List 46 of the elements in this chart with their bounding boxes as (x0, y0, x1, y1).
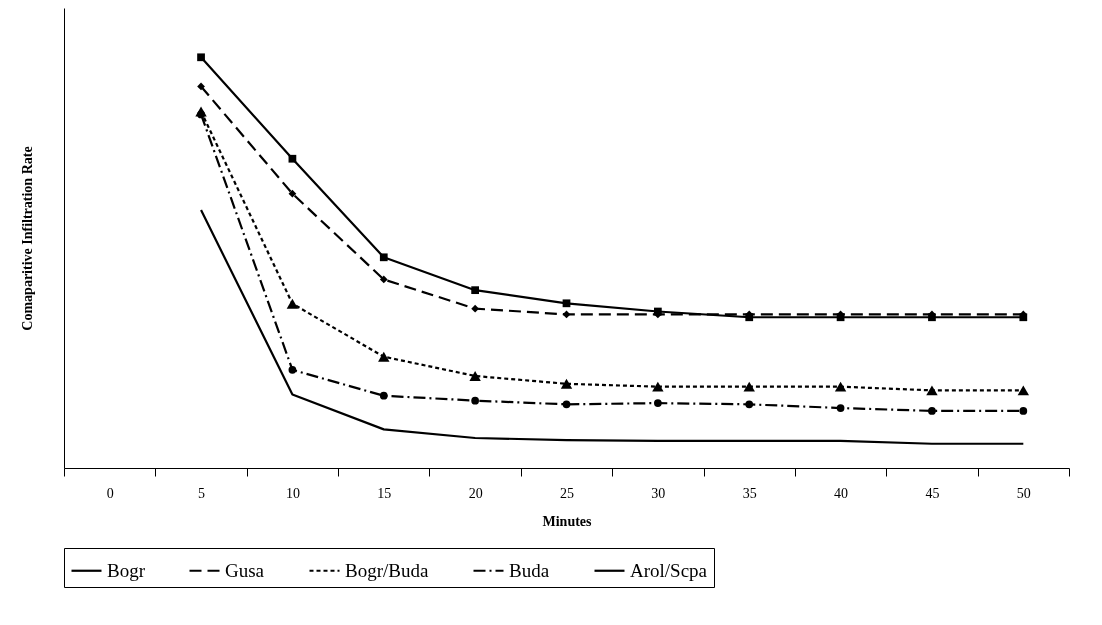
x-axis-title: Minutes (542, 513, 593, 529)
point (379, 275, 388, 284)
legend-label: Bogr/Buda (345, 559, 429, 581)
point (1017, 385, 1030, 396)
point (195, 106, 207, 117)
x-tick-label: 30 (651, 485, 666, 501)
point (471, 396, 480, 405)
point (288, 189, 297, 198)
point (197, 53, 205, 62)
point (286, 298, 299, 309)
point (834, 381, 847, 392)
point (928, 407, 936, 415)
point (1019, 407, 1028, 415)
x-tick-label: 45 (925, 485, 940, 501)
x-tick-label: 35 (742, 485, 757, 501)
point (560, 378, 573, 389)
point (653, 399, 662, 407)
x-tick-label: 10 (285, 485, 300, 501)
point (652, 381, 664, 392)
point (288, 365, 297, 374)
x-tick-label: 20 (468, 485, 483, 501)
x-tick-label: 15 (377, 485, 392, 501)
point (926, 385, 938, 396)
point (197, 82, 205, 91)
legend-label: Arol/Scpa (630, 559, 708, 581)
legend-label: Buda (509, 559, 550, 581)
point (379, 253, 388, 262)
point (562, 299, 571, 308)
x-tick-label: 25 (560, 485, 574, 501)
point (836, 404, 845, 412)
point (288, 154, 297, 163)
x-tick-label: 5 (198, 485, 206, 501)
y-axis-title: Comaparitive Infiltration Rate (19, 146, 35, 331)
point (379, 391, 388, 400)
legend-label: Gusa (225, 559, 265, 581)
legend-label: Bogr (107, 559, 146, 581)
point (745, 400, 754, 409)
point (471, 286, 480, 295)
point (562, 400, 571, 409)
point (378, 351, 390, 362)
point (471, 304, 480, 313)
point (743, 381, 755, 392)
point (469, 371, 481, 381)
x-tick-label: 50 (1016, 485, 1031, 501)
x-tick-label: 0 (106, 485, 114, 501)
x-tick-label: 40 (834, 485, 849, 501)
